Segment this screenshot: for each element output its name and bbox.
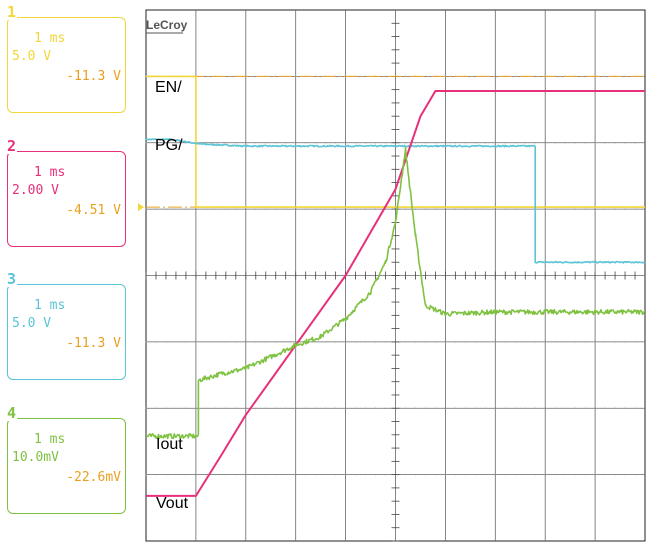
trace-label-iout: Iout (156, 436, 183, 453)
trace-label-en: EN/ (155, 79, 182, 96)
trace-en (146, 75, 645, 208)
trace-iout (145, 146, 646, 440)
scope-grid (145, 9, 646, 542)
channel-4-number: 4 (6, 404, 18, 422)
channel-3-offset: -11.3 V (66, 336, 121, 351)
channel-3-number: 3 (6, 270, 18, 288)
channel-4-box[interactable]: 4 1 ms 10.0mV -22.6mV (6, 405, 126, 514)
channel-2-number: 2 (6, 137, 18, 155)
trace-label-pg: PG/ (155, 137, 183, 154)
trace-label-vout: Vout (156, 495, 189, 512)
channel-3-volts-per-div: 5.0 V (12, 316, 52, 331)
channel-1-offset: -11.3 V (66, 69, 121, 84)
channel-2-box[interactable]: 2 1 ms 2.00 V -4.51 V (6, 138, 126, 247)
channel-1-box[interactable]: 1 1 ms 5.0 V -11.3 V (6, 4, 126, 113)
channel-2-volts-per-div: 2.00 V (12, 183, 59, 198)
channel-1-marker (138, 203, 144, 212)
trace-labels: EN/PG/Iout Vout (155, 79, 189, 512)
scope-traces (145, 75, 646, 497)
channel-3-timebase: 1 ms (34, 298, 66, 313)
brand-logo: LeCroy (146, 18, 188, 32)
channel-1-timebase: 1 ms (34, 31, 66, 46)
trace-vout (146, 90, 645, 497)
channel-1-volts-per-div: 5.0 V (12, 49, 52, 64)
channel-2-offset: -4.51 V (66, 203, 121, 218)
channel-2-timebase: 1 ms (34, 165, 66, 180)
channel-4-volts-per-div: 10.0mV (12, 450, 59, 465)
channel-4-timebase: 1 ms (34, 432, 66, 447)
channel-4-offset: -22.6mV (66, 470, 121, 485)
trace-pg (145, 138, 646, 264)
channel-1-number: 1 (6, 3, 18, 21)
channel-3-box[interactable]: 3 1 ms 5.0 V -11.3 V (6, 271, 126, 380)
